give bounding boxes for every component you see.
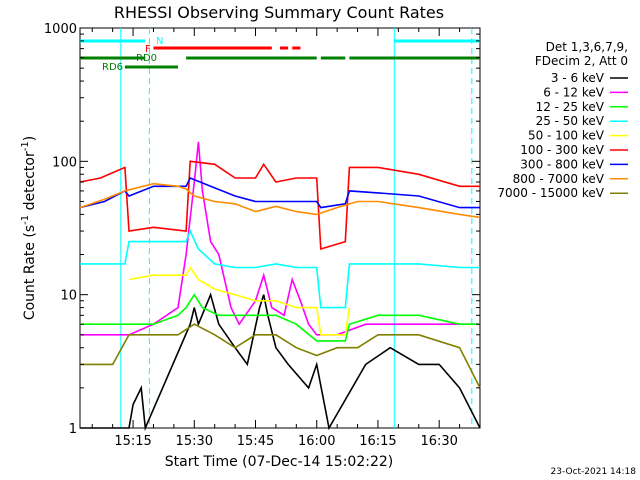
legend-label-5: 100 - 300 keV bbox=[520, 143, 604, 157]
legend-label-3: 25 - 50 keV bbox=[536, 114, 605, 128]
plot-frame bbox=[79, 27, 481, 429]
x-tick-label-5: 16:30 bbox=[420, 434, 457, 449]
x-axis-label: Start Time (07-Dec-14 15:02:22) bbox=[165, 454, 393, 470]
y-axis: 1 10 100 1000 bbox=[44, 22, 480, 437]
y-tick-label-0: 1 bbox=[69, 422, 77, 437]
y-tick-label-1: 10 bbox=[60, 289, 77, 304]
series-line-3 bbox=[80, 229, 480, 309]
x-tick-label-0: 15:15 bbox=[114, 434, 151, 449]
y-axis-label-end: ) bbox=[22, 136, 38, 141]
flag-f-label: F bbox=[145, 44, 151, 55]
chart-title: RHESSI Observing Summary Count Rates bbox=[114, 3, 444, 22]
y-axis-label-sup-2: -1 bbox=[20, 141, 31, 151]
timestamp: 23-Oct-2021 14:18 bbox=[551, 467, 637, 477]
flag-n-label: N bbox=[156, 36, 163, 47]
legend-label-8: 7000 - 15000 keV bbox=[497, 186, 604, 200]
legend-label-1: 6 - 12 keV bbox=[543, 85, 605, 99]
x-tick-label-1: 15:30 bbox=[176, 434, 213, 449]
series-lines bbox=[79, 141, 481, 432]
series-line-8 bbox=[80, 323, 481, 389]
x-axis: 15:15 15:30 15:45 16:00 16:15 16:30 bbox=[91, 28, 481, 449]
y-tick-label-2: 100 bbox=[52, 155, 77, 170]
legend-label-4: 50 - 100 keV bbox=[528, 129, 605, 143]
series-line-7 bbox=[79, 182, 481, 219]
flag-rd0-label: RD0 bbox=[136, 53, 157, 64]
series-line-2 bbox=[80, 293, 480, 342]
y-tick-label-3: 1000 bbox=[44, 22, 77, 37]
x-tick-label-4: 16:15 bbox=[359, 434, 396, 449]
series-line-5 bbox=[79, 160, 480, 251]
legend-header-1: FDecim 2, Att 0 bbox=[535, 54, 628, 68]
y-axis-label-main: Count Rate (s bbox=[22, 225, 38, 320]
legend-label-7: 800 - 7000 keV bbox=[513, 172, 605, 186]
flag-rd6-label: RD6 bbox=[102, 62, 123, 73]
x-tick-label-2: 15:45 bbox=[237, 434, 274, 449]
y-axis-label-sup-1: -1 bbox=[20, 215, 31, 225]
legend-label-2: 12 - 25 keV bbox=[536, 100, 605, 114]
y-axis-label-mid: detector bbox=[22, 151, 38, 215]
series-line-4 bbox=[128, 265, 351, 336]
x-tick-label-3: 16:00 bbox=[298, 434, 335, 449]
legend-label-6: 300 - 800 keV bbox=[520, 157, 604, 171]
legend-label-0: 3 - 6 keV bbox=[551, 71, 605, 85]
y-axis-label: Count Rate (s-1 detector-1) bbox=[20, 136, 38, 320]
legend: Det 1,3,6,7,9,FDecim 2, Att 0 3 - 6 keV6 … bbox=[497, 40, 628, 200]
series-line-6 bbox=[79, 176, 480, 209]
legend-header-0: Det 1,3,6,7,9, bbox=[546, 40, 628, 54]
